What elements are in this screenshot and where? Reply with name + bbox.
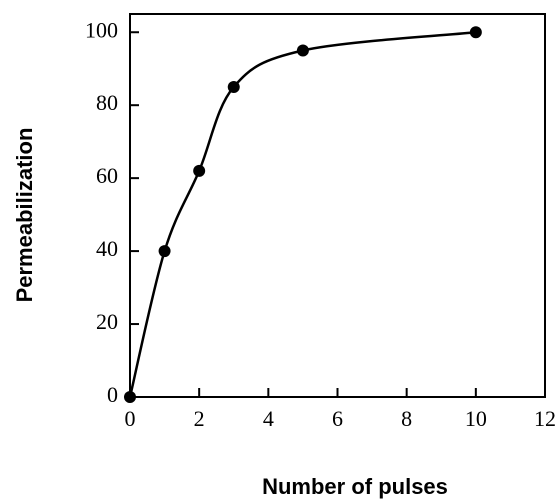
curve <box>128 30 476 398</box>
plot-frame <box>129 13 546 398</box>
point <box>469 26 482 39</box>
x-tick-label: 4 <box>263 406 274 431</box>
x-axis-label: Number of pulses <box>262 474 448 499</box>
point <box>296 44 309 57</box>
y-tick-label: 0 <box>107 382 118 407</box>
y-tick-label: 60 <box>96 163 118 188</box>
x-tick-label: 12 <box>534 406 556 431</box>
y-tick-label: 20 <box>96 309 118 334</box>
y-tick-label: 40 <box>96 236 118 261</box>
x-tick-label: 8 <box>401 406 412 431</box>
x-tick-label: 0 <box>125 406 136 431</box>
point <box>158 245 171 258</box>
y-tick-label: 80 <box>96 90 118 115</box>
point <box>193 164 206 177</box>
point <box>227 80 240 93</box>
x-tick-label: 2 <box>194 406 205 431</box>
point <box>124 391 136 403</box>
x-tick-label: 10 <box>465 406 487 431</box>
y-axis-label: Permeabilization <box>12 128 37 303</box>
y-tick-label: 100 <box>85 17 118 42</box>
x-tick-label: 6 <box>332 406 343 431</box>
